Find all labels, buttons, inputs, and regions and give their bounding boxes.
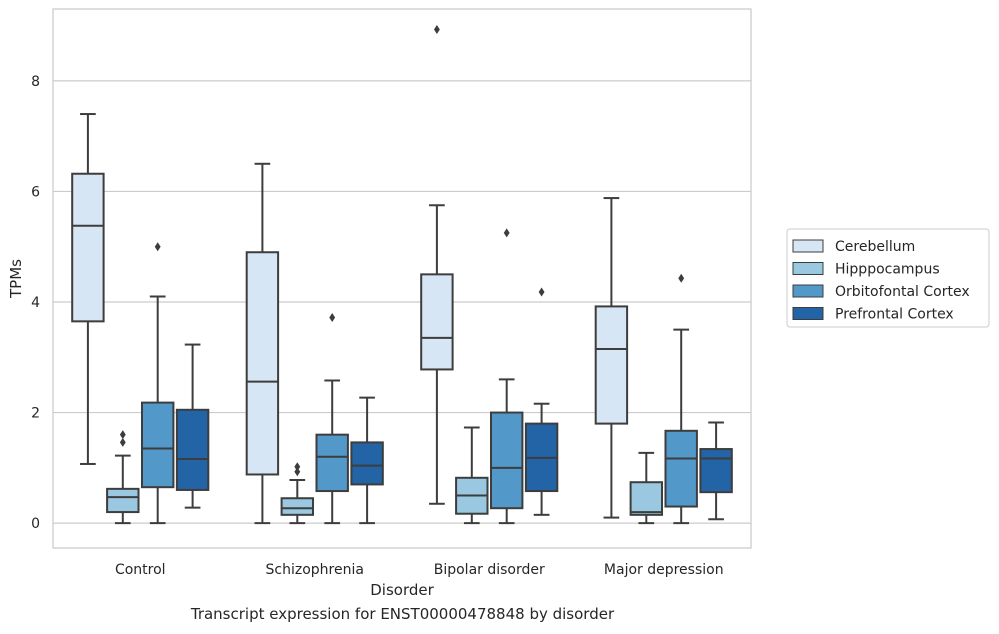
chart-caption: Transcript expression for ENST0000047884…: [190, 605, 615, 623]
legend-label: Hipppocampus: [835, 262, 940, 278]
box: [280, 497, 315, 516]
legend-frame: [786, 228, 990, 328]
x-axis-label: Disorder: [370, 581, 434, 599]
series-orbitofontal-cortex: [140, 228, 698, 525]
outlier-point: [294, 467, 301, 477]
box: [350, 441, 384, 486]
legend: Cerebellum Hipppocampus Orbitofontal Corte…: [786, 228, 990, 328]
box-series: [71, 24, 733, 525]
box: [489, 411, 524, 510]
legend-swatch: [792, 239, 824, 253]
y-tick-label: 4: [31, 295, 40, 311]
y-tick-label: 8: [31, 74, 40, 90]
legend-label: Cerebellum: [835, 239, 915, 255]
series-prefrontal-cortex: [175, 287, 733, 525]
outlier-point: [503, 228, 510, 238]
box: [71, 172, 105, 323]
box: [140, 401, 175, 489]
boxplot-chart: 0 2 4 6 8 Control Schizophrenia Bipolar disord…: [7, 8, 990, 599]
x-tick-label: Major depression: [604, 562, 724, 578]
box: [315, 433, 349, 493]
outlier-point: [678, 273, 685, 283]
box: [106, 487, 140, 514]
x-tick-labels: Control Schizophrenia Bipolar disorder Majo…: [115, 562, 724, 578]
box: [420, 273, 454, 371]
box: [594, 305, 629, 425]
y-tick-label: 6: [31, 184, 40, 200]
outlier-point: [119, 437, 126, 447]
box: [664, 429, 698, 508]
legend-label: Orbitofontal Cortex: [835, 284, 970, 300]
box: [629, 481, 664, 516]
legend-swatch: [792, 307, 824, 320]
legend-label: Prefrontal Cortex: [835, 307, 954, 323]
y-tick-label: 0: [31, 516, 40, 532]
y-tick-labels: 0 2 4 6 8: [31, 74, 40, 532]
x-tick-label: Schizophrenia: [266, 562, 364, 578]
outlier-point: [119, 430, 126, 440]
legend-swatch: [792, 284, 824, 298]
outlier-point: [329, 312, 336, 322]
x-tick-label: Bipolar disorder: [434, 562, 545, 578]
outlier-point: [154, 242, 161, 252]
series-hipppocampus: [106, 426, 664, 525]
outlier-point: [433, 24, 440, 34]
box: [245, 251, 280, 476]
outlier-point: [294, 462, 301, 472]
y-axis-label: TPMs: [7, 259, 25, 299]
outlier-point: [538, 287, 545, 297]
box: [175, 408, 210, 491]
plot-frame: [52, 8, 752, 549]
x-tick-label: Control: [115, 562, 166, 578]
y-tick-label: 2: [31, 406, 40, 422]
series-cerebellum: [71, 24, 629, 525]
box: [699, 448, 733, 494]
legend-swatch: [792, 262, 824, 275]
